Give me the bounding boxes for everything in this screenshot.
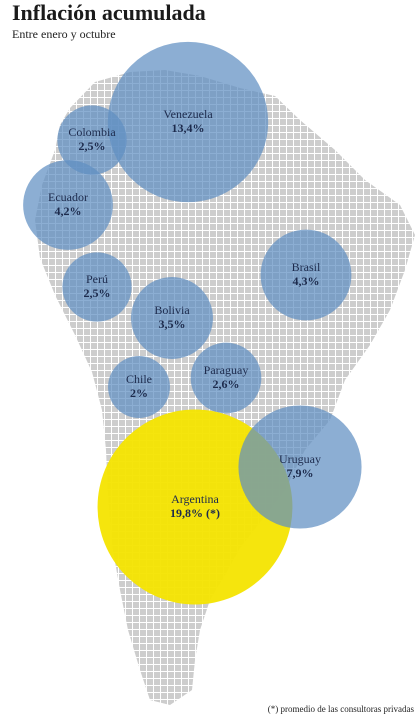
chart-title: Inflación acumulada xyxy=(12,0,206,25)
bubble xyxy=(23,160,113,250)
value-label: 19,8% (*) xyxy=(170,506,220,520)
bubble xyxy=(107,41,269,203)
footnote: (*) promedio de las consultoras privadas xyxy=(268,704,415,714)
value-label: 2% xyxy=(130,386,148,400)
value-label: 13,4% xyxy=(172,121,205,135)
bubble xyxy=(131,277,213,359)
bubble xyxy=(108,356,170,418)
bubble xyxy=(57,105,127,175)
country-label: Chile xyxy=(126,372,152,386)
value-label: 7,9% xyxy=(287,466,314,480)
country-label: Perú xyxy=(86,272,108,286)
country-label: Paraguay xyxy=(204,363,249,377)
country-label: Bolivia xyxy=(154,303,190,317)
chart-subtitle: Entre enero y octubre xyxy=(12,27,116,41)
bubbles: Venezuela13,4%Colombia2,5%Ecuador4,2%Per… xyxy=(23,41,362,605)
value-label: 2,5% xyxy=(84,286,111,300)
value-label: 3,5% xyxy=(159,317,186,331)
value-label: 4,3% xyxy=(293,274,320,288)
value-label: 2,5% xyxy=(79,139,106,153)
value-label: 2,6% xyxy=(213,377,240,391)
country-label: Colombia xyxy=(68,125,116,139)
bubble xyxy=(190,342,262,414)
country-label: Brasil xyxy=(292,260,321,274)
country-label: Ecuador xyxy=(48,190,88,204)
country-label: Uruguay xyxy=(279,452,321,466)
bubble xyxy=(62,252,132,322)
country-label: Venezuela xyxy=(163,107,213,121)
bubble xyxy=(238,405,362,529)
bubble xyxy=(260,229,352,321)
country-label: Argentina xyxy=(171,492,219,506)
value-label: 4,2% xyxy=(55,204,82,218)
